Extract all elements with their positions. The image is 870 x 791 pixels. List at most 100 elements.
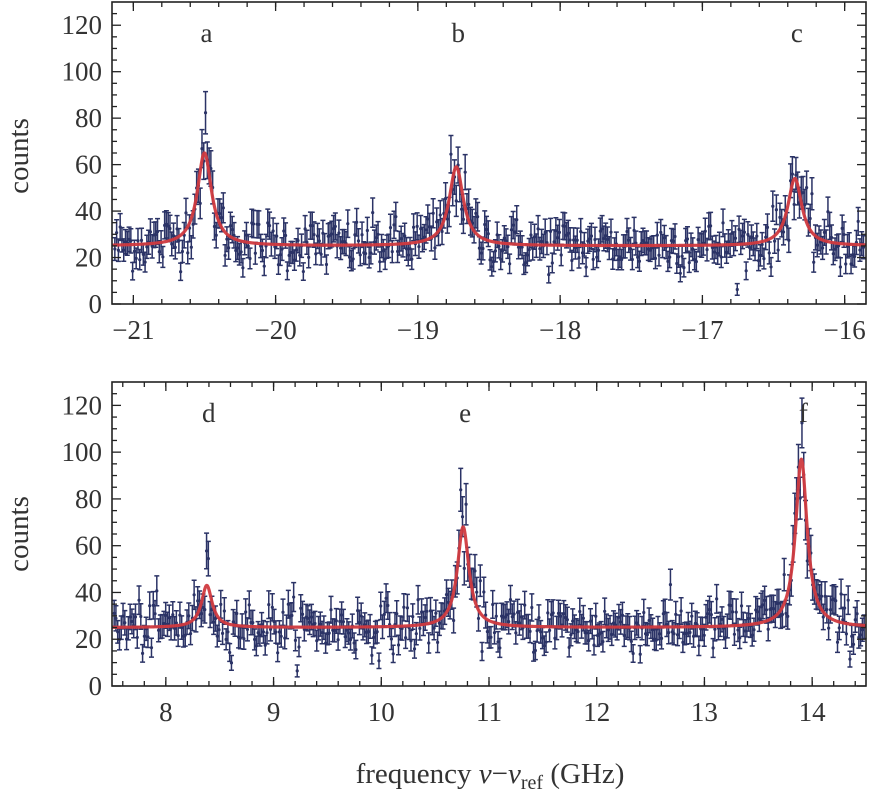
data-point	[514, 205, 520, 235]
data-point	[122, 609, 128, 636]
data-point	[516, 610, 522, 636]
data-point	[605, 617, 611, 643]
data-point	[834, 234, 840, 259]
peak-label-b: b	[452, 18, 466, 48]
data-point	[425, 204, 431, 234]
data-point	[851, 633, 857, 655]
data-point	[253, 635, 259, 657]
data-point	[855, 206, 861, 237]
y-tick-label: 120	[62, 10, 103, 40]
x-axis-label-nu-ref: ν	[508, 758, 521, 790]
x-tick-label: 13	[691, 697, 718, 727]
data-point	[398, 225, 404, 252]
data-point	[754, 222, 760, 250]
data-point	[497, 637, 503, 659]
data-point	[667, 568, 673, 601]
y-tick-label: 60	[75, 150, 102, 180]
data-point	[718, 245, 724, 269]
data-point	[799, 397, 805, 449]
data-point	[562, 212, 568, 241]
data-point	[684, 225, 690, 253]
y-tick-label: 60	[75, 531, 102, 561]
top-panel-peak-labels: a b c	[200, 18, 802, 48]
data-point	[743, 261, 749, 281]
x-axis-label-text: frequency	[356, 758, 479, 790]
data-point	[585, 228, 591, 254]
data-point	[266, 590, 272, 620]
x-tick-label: 10	[368, 697, 395, 727]
data-point	[835, 631, 841, 654]
x-axis-label-minus: −	[492, 758, 508, 790]
data-point	[176, 227, 182, 254]
data-point	[252, 241, 258, 265]
data-point	[847, 650, 853, 668]
data-point	[203, 90, 209, 135]
data-point	[247, 247, 253, 270]
data-point	[583, 257, 589, 278]
data-point	[793, 156, 799, 193]
data-point	[220, 192, 226, 224]
data-point	[732, 225, 738, 252]
data-point	[353, 639, 359, 660]
data-point	[228, 654, 234, 671]
data-point	[809, 176, 815, 211]
data-point	[185, 241, 191, 265]
data-point	[786, 227, 792, 254]
data-point	[490, 589, 496, 620]
y-tick-label: 100	[62, 57, 103, 87]
data-point	[369, 646, 375, 665]
data-point	[485, 220, 491, 248]
data-point	[188, 234, 194, 260]
data-point	[323, 254, 329, 275]
data-point	[275, 643, 281, 663]
data-point	[408, 629, 414, 652]
data-point	[147, 591, 153, 621]
data-point	[587, 608, 593, 635]
x-tick-label: −21	[112, 315, 154, 345]
data-point	[637, 644, 643, 664]
data-point	[300, 262, 306, 281]
data-point	[138, 602, 144, 630]
data-point	[309, 211, 315, 240]
data-point	[462, 153, 468, 191]
y-tick-label: 40	[75, 577, 102, 607]
x-tick-label: 8	[159, 697, 173, 727]
data-point	[569, 249, 575, 272]
data-point	[130, 261, 136, 281]
data-point	[602, 597, 608, 626]
x-tick-label: −20	[254, 315, 296, 345]
x-tick-label: −17	[681, 315, 723, 345]
data-point	[630, 644, 636, 663]
data-point	[559, 612, 565, 638]
y-tick-label: 120	[62, 390, 103, 420]
bottom-panel-x-ticks: 8 9 10 11 12 13 14	[122, 382, 856, 727]
data-point	[264, 620, 270, 645]
data-point	[837, 257, 843, 278]
data-point	[592, 226, 598, 253]
data-point	[737, 626, 743, 650]
x-tick-label: −16	[824, 315, 866, 345]
data-point	[714, 583, 720, 614]
y-tick-label: 40	[75, 196, 102, 226]
data-point	[833, 585, 839, 616]
data-point	[721, 615, 727, 641]
data-point	[463, 482, 469, 526]
data-point	[712, 617, 718, 642]
data-point	[507, 253, 513, 275]
data-point	[848, 253, 854, 275]
x-tick-label: 9	[267, 697, 281, 727]
y-tick-label: 20	[75, 624, 102, 654]
bottom-panel-data-points	[111, 397, 867, 678]
data-point	[426, 632, 432, 654]
data-point	[403, 626, 409, 650]
data-point	[680, 631, 686, 654]
data-point	[663, 234, 669, 260]
top-panel-y-axis-label: counts	[3, 118, 35, 194]
data-point	[163, 209, 169, 239]
data-point	[546, 265, 552, 284]
data-point	[549, 252, 555, 274]
data-point	[566, 637, 572, 658]
data-point	[263, 233, 269, 259]
data-point	[218, 589, 224, 619]
x-tick-label: −19	[397, 315, 439, 345]
